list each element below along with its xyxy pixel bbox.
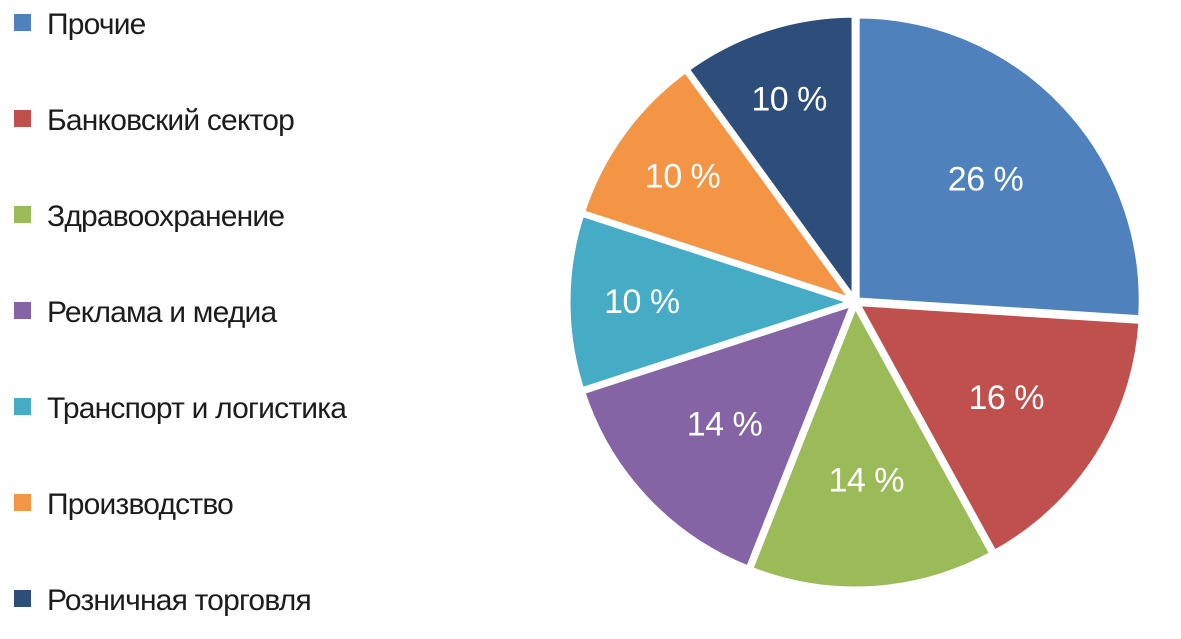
legend-item-prochie: Прочие bbox=[14, 8, 346, 42]
pie-slice-6 bbox=[579, 67, 856, 303]
pie-slice-3 bbox=[748, 302, 995, 592]
legend-item-reklama-i-media: Реклама и медиа bbox=[14, 296, 346, 330]
legend-label: Розничная торговля bbox=[47, 584, 312, 617]
legend-swatch-icon bbox=[14, 590, 31, 607]
pie-slice-label: 14 % bbox=[687, 406, 763, 444]
pie-slice-1 bbox=[854, 13, 1144, 321]
legend-swatch-icon bbox=[14, 398, 31, 415]
legend-label: Производство bbox=[47, 488, 234, 521]
pie-slice-label: 26 % bbox=[948, 160, 1024, 198]
pie-slice-7 bbox=[684, 12, 857, 302]
legend-swatch-icon bbox=[14, 206, 31, 223]
legend-swatch-icon bbox=[14, 302, 31, 319]
pie-slice-label: 10 % bbox=[645, 158, 721, 196]
legend-item-roznichnaya-torgovlya: Розничная торговля bbox=[14, 584, 346, 618]
legend-swatch-icon bbox=[14, 110, 31, 127]
legend-swatch-icon bbox=[14, 494, 31, 511]
legend-swatch-icon bbox=[14, 14, 31, 31]
pie-slice-label: 10 % bbox=[604, 283, 680, 321]
pie-slice-label: 16 % bbox=[968, 379, 1044, 417]
pie-chart: 26 % 16 % 14 % 14 % 10 % 10 % 10 % bbox=[565, 12, 1144, 592]
pie-slice-5 bbox=[565, 211, 855, 393]
legend-item-zdravookhranenie: Здравоохранение bbox=[14, 200, 346, 234]
legend-label: Транспорт и логистика bbox=[47, 392, 347, 425]
pie-slice-label: 10 % bbox=[751, 80, 827, 118]
legend-label: Здравоохранение bbox=[47, 200, 285, 233]
legend-item-bankovskiy-sektor: Банковский сектор bbox=[14, 104, 346, 138]
pie-slice-2 bbox=[855, 301, 1144, 555]
legend-label: Реклама и медиа bbox=[47, 296, 277, 329]
legend-label: Банковский сектор bbox=[47, 104, 295, 137]
pie-slice-label: 14 % bbox=[828, 462, 904, 500]
legend-item-transport-i-logistika: Транспорт и логистика bbox=[14, 392, 347, 426]
chart-legend: Прочие Банковский сектор Здравоохранение… bbox=[14, 8, 347, 618]
legend-item-proizvodstvo: Производство bbox=[14, 488, 346, 522]
legend-label: Прочие bbox=[47, 8, 146, 41]
